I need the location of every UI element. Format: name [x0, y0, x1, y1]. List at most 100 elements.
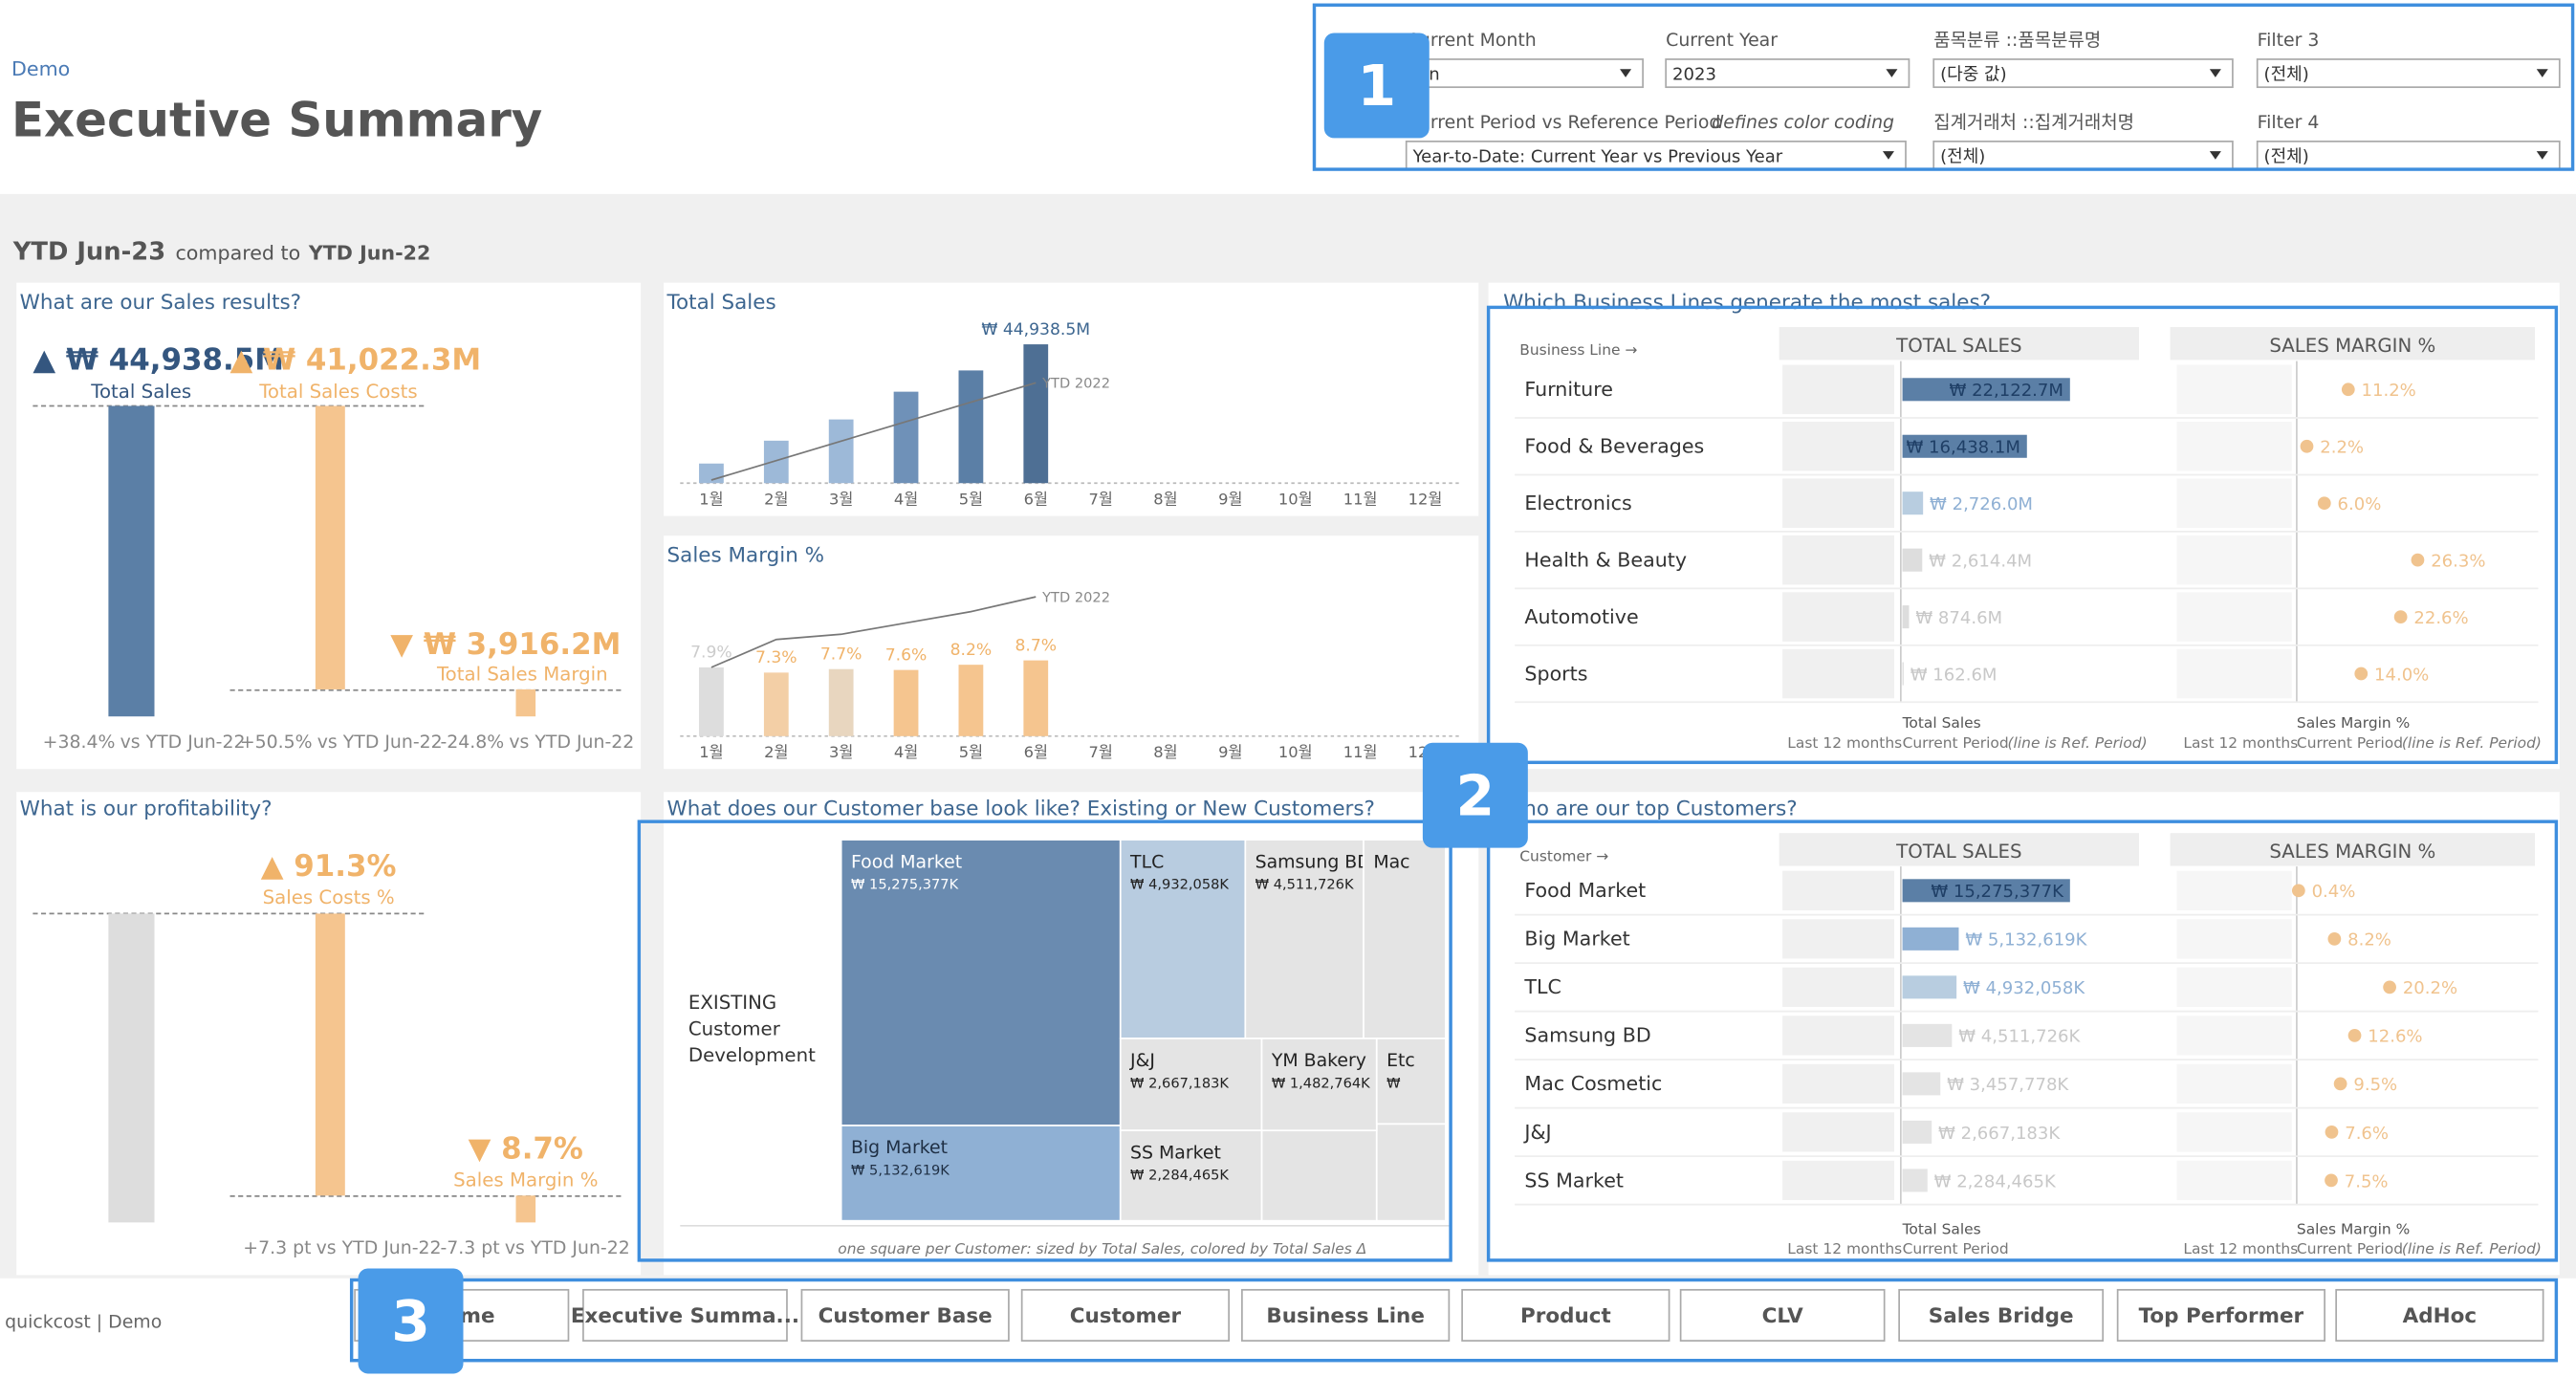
margin-label: 9.5%	[2353, 1075, 2397, 1095]
tile[interactable]	[1119, 1038, 1263, 1132]
x-tick-label: 1월	[699, 491, 723, 509]
row-name: TLC	[1523, 975, 1561, 998]
nav-label: Executive Summa...	[571, 1304, 799, 1328]
reference-line	[710, 596, 1037, 668]
highlight-box	[349, 1278, 2559, 1363]
bar	[893, 391, 919, 484]
bar	[699, 463, 724, 484]
margin-dot	[2341, 382, 2355, 397]
sparkline-bg	[1782, 364, 1894, 415]
row-name: Mac Cosmetic	[1524, 1072, 1662, 1095]
panel	[1488, 282, 2560, 770]
tile[interactable]	[1244, 839, 1364, 1039]
sparkline-bg	[2176, 967, 2292, 1007]
margin-label: 6.0%	[2338, 494, 2382, 514]
margin-dot	[2325, 1126, 2339, 1139]
margin-dot	[2325, 1173, 2338, 1188]
bar-label: ₩ 2,614.4M	[1929, 552, 2032, 572]
bar	[515, 1195, 536, 1223]
nav-label: Product	[1520, 1304, 1611, 1328]
dropdown[interactable]	[1932, 141, 2234, 170]
row-name: Big Market	[1524, 928, 1629, 951]
footer: Last 12 months	[1787, 1240, 1902, 1257]
tile-name: TLC	[1129, 851, 1164, 872]
nav-button[interactable]	[1898, 1288, 2105, 1342]
bar-label: ₩ 15,275,377K	[1931, 882, 2064, 902]
bar	[958, 370, 984, 484]
x-tick-label: 5월	[959, 743, 983, 761]
tile[interactable]	[1375, 1038, 1447, 1126]
row-name: Automotive	[1524, 605, 1638, 628]
dropdown[interactable]	[1932, 58, 2234, 89]
kpi-delta: -24.8% vs YTD Jun-22	[440, 732, 634, 753]
nav-button[interactable]	[2116, 1288, 2325, 1342]
dropdown-arrow	[1620, 69, 1632, 77]
tile[interactable]	[840, 1125, 1122, 1222]
bar	[1902, 492, 1924, 515]
footer: Last 12 months	[2183, 734, 2298, 752]
bar	[1902, 975, 1957, 999]
row-name: Furniture	[1524, 378, 1613, 401]
dropdown[interactable]	[2256, 58, 2561, 89]
dropdown[interactable]	[1405, 58, 1644, 89]
x-tick-label: 5월	[959, 491, 983, 509]
bar-label: ₩ 874.6M	[1915, 608, 2002, 628]
margin-dot	[2411, 553, 2425, 567]
kpi-value: ▼ ₩ 3,916.2M	[390, 627, 621, 662]
dropdown-value: (전체)	[2264, 146, 2309, 166]
footer: Current Period	[2297, 1240, 2403, 1257]
delta: -7.3 pt	[440, 1237, 499, 1258]
reference-label: YTD 2022	[1041, 589, 1110, 605]
row-name: SS Market	[1524, 1169, 1624, 1191]
dropdown-value: Year-to-Date: Current Year vs Previous Y…	[1412, 146, 1783, 166]
kpi-label: Total Sales Costs	[258, 381, 417, 403]
bar-label: ₩ 3,457,778K	[1947, 1075, 2069, 1095]
delta-ref: vs YTD Jun-22	[317, 732, 443, 753]
nav-button[interactable]	[1020, 1288, 1231, 1342]
tile[interactable]	[1119, 839, 1247, 1039]
nav-button[interactable]	[800, 1288, 1010, 1342]
data-label: 8.7%	[1015, 636, 1057, 655]
margin-dot	[2354, 667, 2369, 681]
tile-name: SS Market	[1130, 1142, 1221, 1163]
margin-dot	[2333, 1077, 2347, 1091]
nav-button[interactable]	[1679, 1288, 1886, 1342]
highlight-box	[1486, 820, 2559, 1262]
sparkline-bg	[2176, 421, 2292, 471]
delta-ref: vs YTD Jun-22	[120, 732, 246, 753]
nav-button[interactable]	[582, 1288, 788, 1342]
tile-name: Samsung BD	[1255, 851, 1371, 872]
row-name: Samsung BD	[1524, 1024, 1650, 1047]
sparkline-bg	[1782, 1112, 1894, 1152]
sparkline-bg	[2176, 364, 2292, 415]
margin-dot	[2347, 1028, 2362, 1042]
margin-dot	[2317, 496, 2331, 511]
bar-label: ₩ 4,511,726K	[1958, 1027, 2081, 1047]
filter-label: 집계거래처 ::집계거래처명	[1933, 112, 2134, 133]
kpi-label: Total Sales	[90, 381, 191, 403]
x-tick-label: 10월	[1278, 491, 1313, 509]
margin-label: 2.2%	[2320, 438, 2364, 458]
tile[interactable]	[1260, 1038, 1378, 1132]
x-tick-label: 7월	[1088, 743, 1112, 761]
tile-name: Food Market	[851, 851, 962, 872]
bar-label: ₩ 2,667,183K	[1938, 1124, 2061, 1144]
data-label: 8.2%	[950, 641, 993, 660]
nav-button[interactable]	[1461, 1288, 1670, 1342]
x-tick-label: 9월	[1218, 743, 1242, 761]
margin-dot	[2291, 884, 2305, 898]
nav-button[interactable]	[1241, 1288, 1451, 1342]
breadcrumb[interactable]: Demo	[11, 57, 70, 80]
dropdown-value: 2023	[1672, 64, 1716, 84]
tile[interactable]	[1119, 1129, 1263, 1222]
kpi-label: Total Sales Margin	[436, 663, 608, 685]
dropdown[interactable]	[1665, 58, 1910, 89]
sparkline-bg	[2176, 870, 2292, 910]
segment-label: Customer	[688, 1018, 781, 1040]
bar	[1023, 660, 1049, 736]
panel-title: Total Sales	[666, 291, 776, 315]
margin-dot	[2393, 610, 2408, 623]
sparkline-bg	[1782, 535, 1894, 585]
nav-button[interactable]	[2335, 1288, 2544, 1342]
margin-label: 7.5%	[2345, 1171, 2389, 1191]
